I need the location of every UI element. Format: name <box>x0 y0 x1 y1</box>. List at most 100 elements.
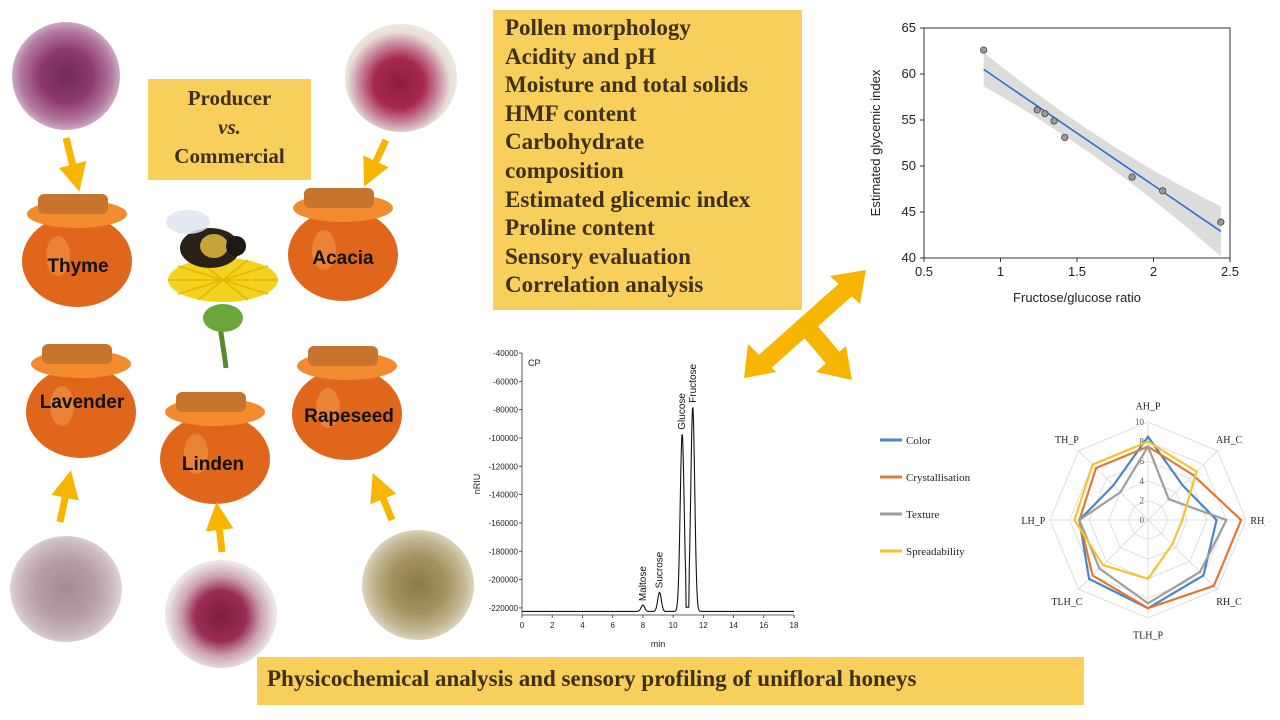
legend-label: Texture <box>906 509 940 521</box>
x-tick-label: 0 <box>520 621 525 630</box>
y-tick-label: 50 <box>902 158 916 173</box>
x-axis-title: min <box>651 639 666 649</box>
y-tick-label: 60 <box>902 66 916 81</box>
x-tick-label: 4 <box>580 621 585 630</box>
radar-series-texture <box>1078 444 1228 605</box>
data-point <box>1159 187 1167 195</box>
radar-axis-label: AH_P <box>1135 401 1160 412</box>
linden-pollen-image <box>165 560 277 668</box>
y-tick-label: -200000 <box>489 576 519 585</box>
arrow-rapeseed <box>370 473 397 522</box>
analysis-item: HMF content <box>505 100 637 126</box>
data-point <box>980 46 988 54</box>
x-tick-label: 2.5 <box>1221 264 1239 279</box>
vs-label: vs. <box>218 115 241 139</box>
x-tick-label: 1 <box>997 264 1004 279</box>
y-tick-label: -160000 <box>489 519 519 528</box>
bee-on-flower-illustration <box>166 210 278 369</box>
chromatogram-trace <box>522 407 794 613</box>
data-point <box>1217 218 1225 226</box>
analysis-item: Carbohydrate <box>505 129 645 155</box>
linden-label: Linden <box>181 454 245 475</box>
radar-chart: Color Crystallisation Texture Spreadability… <box>880 401 1265 642</box>
peak-label: Sucrose <box>655 551 666 588</box>
y-tick-label: -60000 <box>493 377 518 386</box>
lavender-honey-jar <box>26 344 136 458</box>
legend-label: Crystallisation <box>906 472 971 484</box>
data-point <box>1061 133 1069 142</box>
radar-tick-label: 0 <box>1140 515 1145 525</box>
y-axis-title: nRIU <box>472 474 482 495</box>
radar-spoke <box>1147 519 1218 590</box>
y-axis-title: Estimated glycemic index <box>868 69 883 216</box>
commercial-label: Commercial <box>174 144 285 168</box>
rapeseed-pollen-image <box>362 530 474 640</box>
producer-vs-commercial-box: Producer vs. Commercial <box>148 79 311 180</box>
x-tick-label: 6 <box>610 621 615 630</box>
peak-label: Fructose <box>688 363 699 402</box>
data-point <box>1033 106 1041 114</box>
lavender-pollen-image <box>10 536 122 642</box>
analysis-item: Correlation analysis <box>505 272 704 298</box>
x-tick-label: 12 <box>699 621 708 630</box>
acacia-honey-jar <box>288 188 398 301</box>
x-tick-label: 10 <box>669 621 678 630</box>
x-tick-label: 2 <box>1150 264 1157 279</box>
y-tick-label: -40000 <box>493 349 518 358</box>
radar-series-crystallisation <box>1078 445 1243 610</box>
radar-axis-label: TH_P <box>1055 435 1079 446</box>
radar-axis-label: RH_C <box>1216 597 1242 608</box>
thyme-label: Thyme <box>47 256 109 277</box>
analyses-box: Pollen morphology Acidity and pH Moisture … <box>493 10 802 310</box>
x-axis-title: Fructose/glucose ratio <box>1013 290 1141 305</box>
y-tick-label: -120000 <box>489 462 519 471</box>
acacia-pollen-image <box>345 24 457 132</box>
scatter-chart: 0.5 1 1.5 2 2.5 40 45 50 55 60 65 Fructose/glucose … <box>868 20 1239 305</box>
confidence-band <box>983 52 1221 257</box>
y-tick-label: -140000 <box>489 491 519 500</box>
radar-tick-label: 8 <box>1140 437 1145 447</box>
x-tick-label: 0.5 <box>915 264 933 279</box>
radar-tick-label: 2 <box>1140 495 1145 505</box>
x-tick-label: 18 <box>790 621 799 630</box>
x-tick-label: 14 <box>729 621 738 630</box>
analysis-item: Pollen morphology <box>505 15 691 40</box>
data-point <box>1050 117 1058 125</box>
legend-label: Color <box>906 435 931 447</box>
analysis-item: Proline content <box>505 215 655 241</box>
lavender-label: Lavender <box>39 392 125 413</box>
rapeseed-honey-jar <box>292 346 402 460</box>
arrow-acacia <box>363 138 390 187</box>
x-tick-label: 8 <box>641 621 646 630</box>
x-tick-label: 16 <box>759 621 768 630</box>
radar-axis-label: RH_P <box>1250 516 1265 527</box>
analysis-item: Sensory evaluation <box>505 243 691 269</box>
arrow-linden <box>205 502 234 553</box>
y-tick-label: 45 <box>902 204 916 219</box>
peak-label: Maltose <box>638 566 649 601</box>
arrow-thyme <box>59 137 87 192</box>
radar-series-spreadability <box>1073 440 1198 581</box>
radar-axis-label: TLH_C <box>1051 597 1082 608</box>
linden-honey-jar <box>160 392 270 504</box>
y-tick-label: -80000 <box>493 406 518 415</box>
arrow-lavender <box>51 470 79 523</box>
data-point <box>1128 173 1136 181</box>
y-tick-label: 40 <box>902 250 916 265</box>
peak-label: Glucose <box>677 393 688 430</box>
rapeseed-label: Rapeseed <box>304 406 394 427</box>
data-point <box>1041 109 1049 118</box>
chromatogram-chart: -40000 -60000 -80000 -100000 -120000 -140000 -… <box>472 349 799 649</box>
y-tick-label: 55 <box>902 112 916 127</box>
radar-tick-label: 4 <box>1140 476 1145 486</box>
analysis-item: Acidity and pH <box>505 43 656 69</box>
acacia-label: Acacia <box>312 248 374 269</box>
x-tick-label: 2 <box>550 621 555 630</box>
footer-box: Physicochemical analysis and sensory pro… <box>257 657 1084 705</box>
radar-tick-label: 10 <box>1135 417 1145 427</box>
radar-axis-label: LH_P <box>1021 516 1045 527</box>
x-tick-label: 1.5 <box>1068 264 1086 279</box>
legend-label: Spreadability <box>906 546 965 558</box>
fit-line <box>983 68 1222 232</box>
